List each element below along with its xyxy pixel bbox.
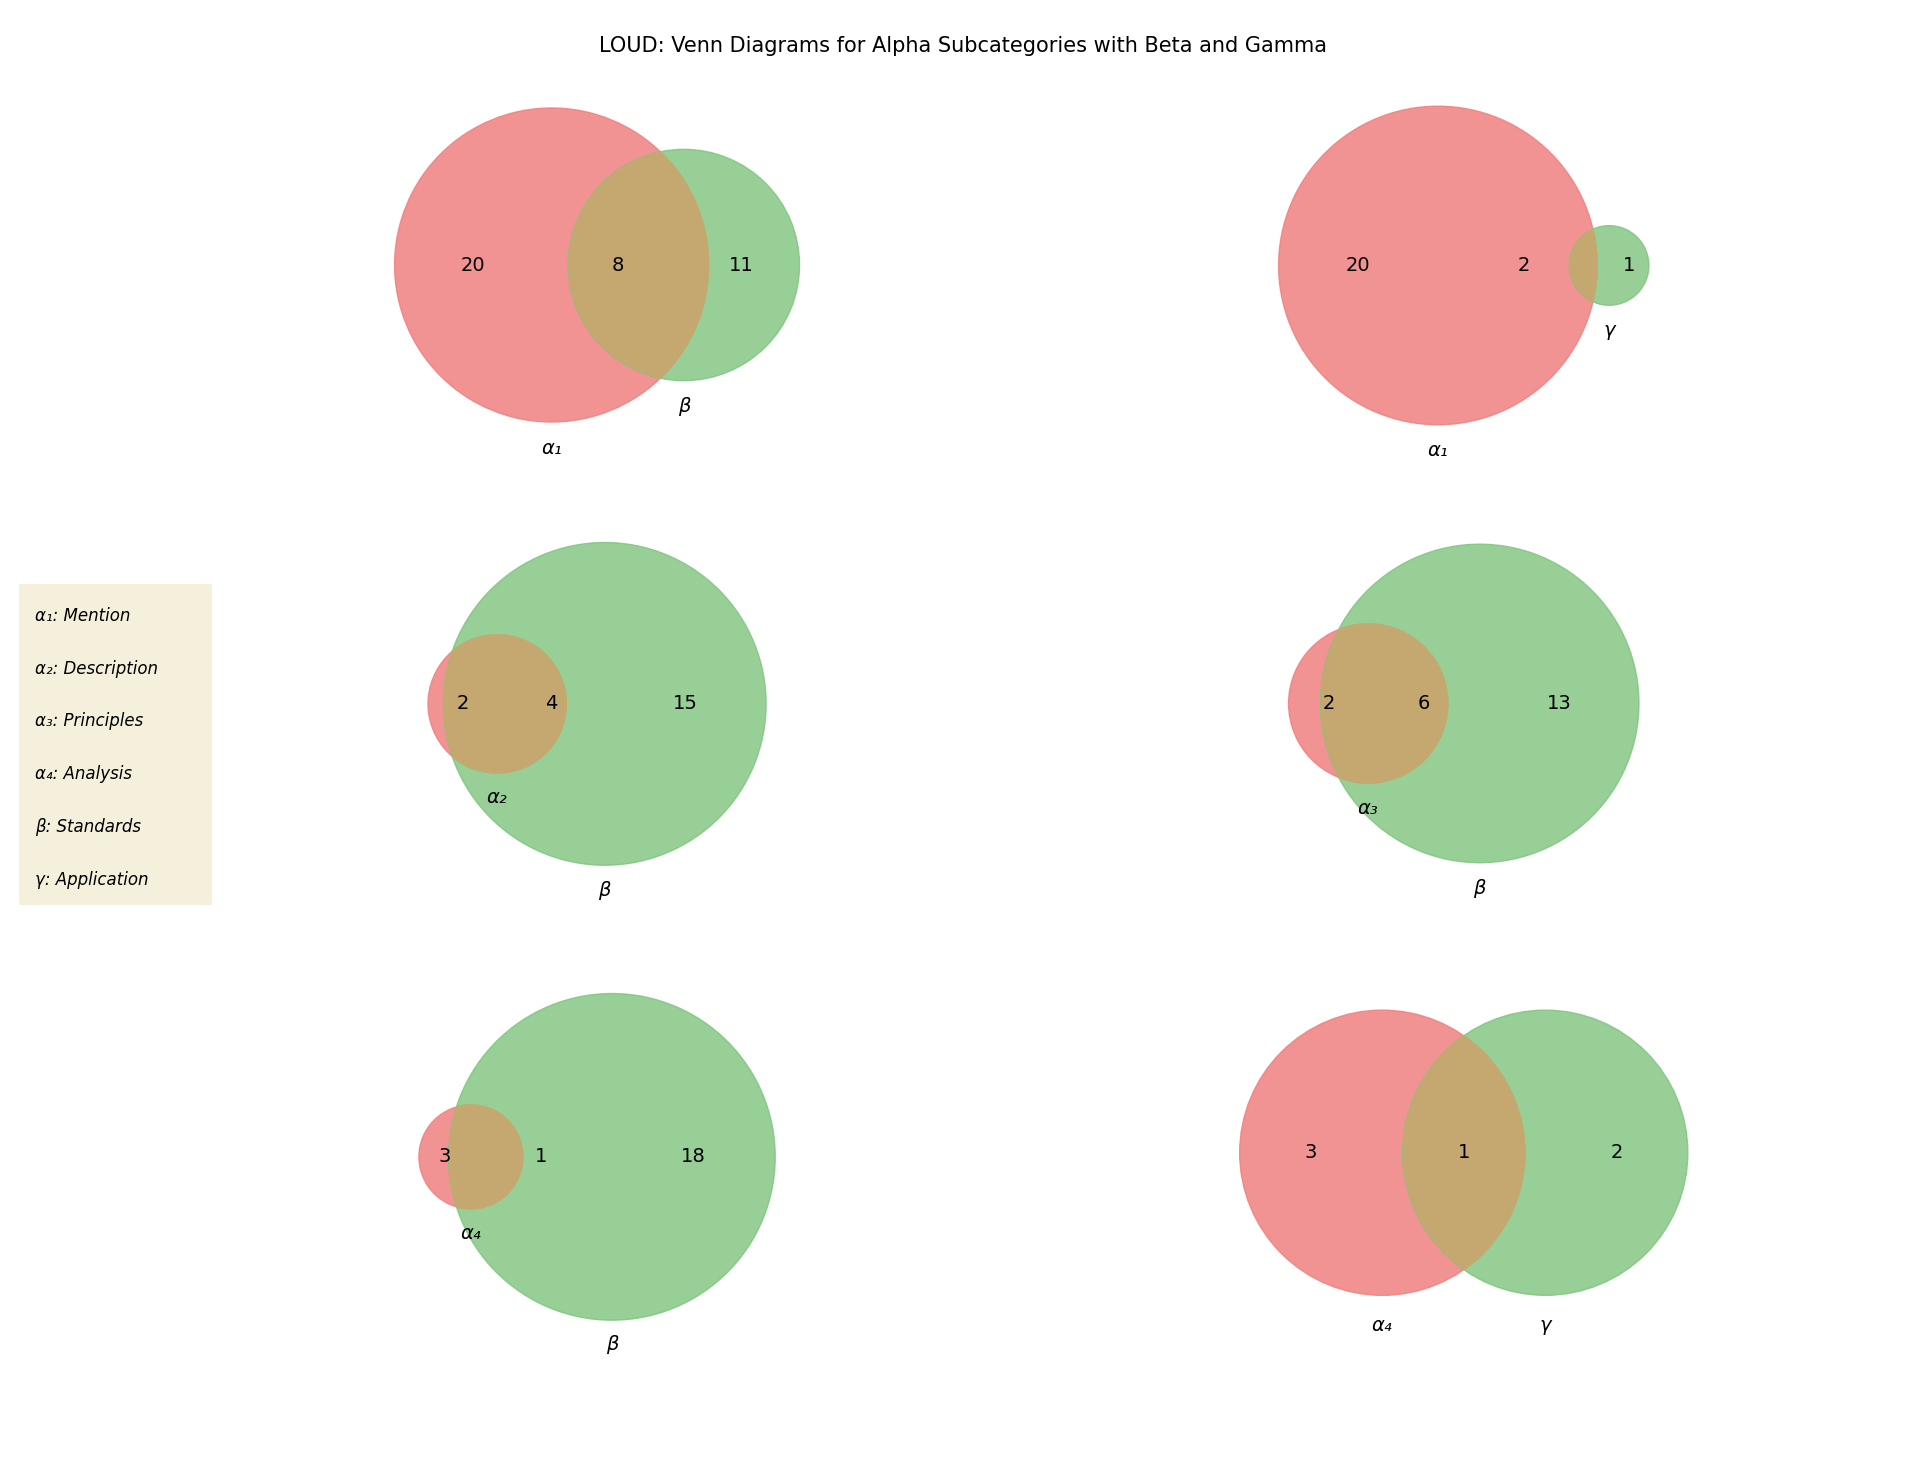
Circle shape <box>1240 1010 1525 1295</box>
Text: 15: 15 <box>672 695 697 714</box>
Text: β: β <box>599 880 611 899</box>
Text: 8: 8 <box>612 255 624 274</box>
Text: 13: 13 <box>1547 694 1572 712</box>
Text: 1: 1 <box>1458 1143 1470 1162</box>
Circle shape <box>418 1105 522 1209</box>
FancyBboxPatch shape <box>13 574 218 915</box>
Text: α₄: α₄ <box>1371 1315 1392 1334</box>
Text: 20: 20 <box>460 255 485 274</box>
Text: α₁: Mention: α₁: Mention <box>35 607 131 625</box>
Text: β: β <box>1473 879 1487 898</box>
Text: γ: γ <box>1602 321 1614 340</box>
Text: 2: 2 <box>1610 1143 1624 1162</box>
Circle shape <box>1402 1010 1687 1295</box>
Text: 1: 1 <box>535 1148 547 1167</box>
Circle shape <box>428 635 566 772</box>
Text: 3: 3 <box>439 1148 451 1167</box>
Text: α₃: α₃ <box>1358 799 1379 818</box>
Circle shape <box>1279 107 1597 425</box>
Text: 2: 2 <box>456 695 468 714</box>
Text: α₂: α₂ <box>487 788 508 807</box>
Circle shape <box>568 149 799 381</box>
Text: β: β <box>678 397 690 416</box>
Circle shape <box>449 994 776 1320</box>
Text: LOUD: Venn Diagrams for Alpha Subcategories with Beta and Gamma: LOUD: Venn Diagrams for Alpha Subcategor… <box>599 36 1327 57</box>
Text: 11: 11 <box>730 255 755 274</box>
Text: α₃: Principles: α₃: Principles <box>35 712 143 730</box>
Circle shape <box>1321 545 1639 863</box>
Text: α₂: Description: α₂: Description <box>35 660 158 677</box>
Text: 4: 4 <box>545 695 557 714</box>
Circle shape <box>1288 623 1448 783</box>
Text: 6: 6 <box>1418 694 1431 712</box>
Text: α₁: α₁ <box>1427 441 1448 460</box>
Text: 20: 20 <box>1346 255 1371 274</box>
Text: 2: 2 <box>1518 255 1529 274</box>
Circle shape <box>443 543 767 866</box>
Circle shape <box>418 1105 522 1209</box>
Text: 18: 18 <box>682 1148 707 1167</box>
Circle shape <box>395 108 709 422</box>
Circle shape <box>1279 107 1597 425</box>
Text: γ: γ <box>1539 1315 1550 1334</box>
Text: β: Standards: β: Standards <box>35 818 141 835</box>
Circle shape <box>428 635 566 772</box>
Text: 1: 1 <box>1624 255 1635 274</box>
Circle shape <box>1240 1010 1525 1295</box>
Text: α₄: Analysis: α₄: Analysis <box>35 765 131 783</box>
Circle shape <box>1288 623 1448 783</box>
Text: γ: Application: γ: Application <box>35 870 148 889</box>
Circle shape <box>395 108 709 422</box>
Text: 3: 3 <box>1304 1143 1317 1162</box>
Text: β: β <box>605 1334 618 1353</box>
Circle shape <box>1570 226 1649 305</box>
Text: 2: 2 <box>1321 694 1335 712</box>
Text: α₄: α₄ <box>460 1223 482 1242</box>
Text: α₁: α₁ <box>541 438 562 457</box>
